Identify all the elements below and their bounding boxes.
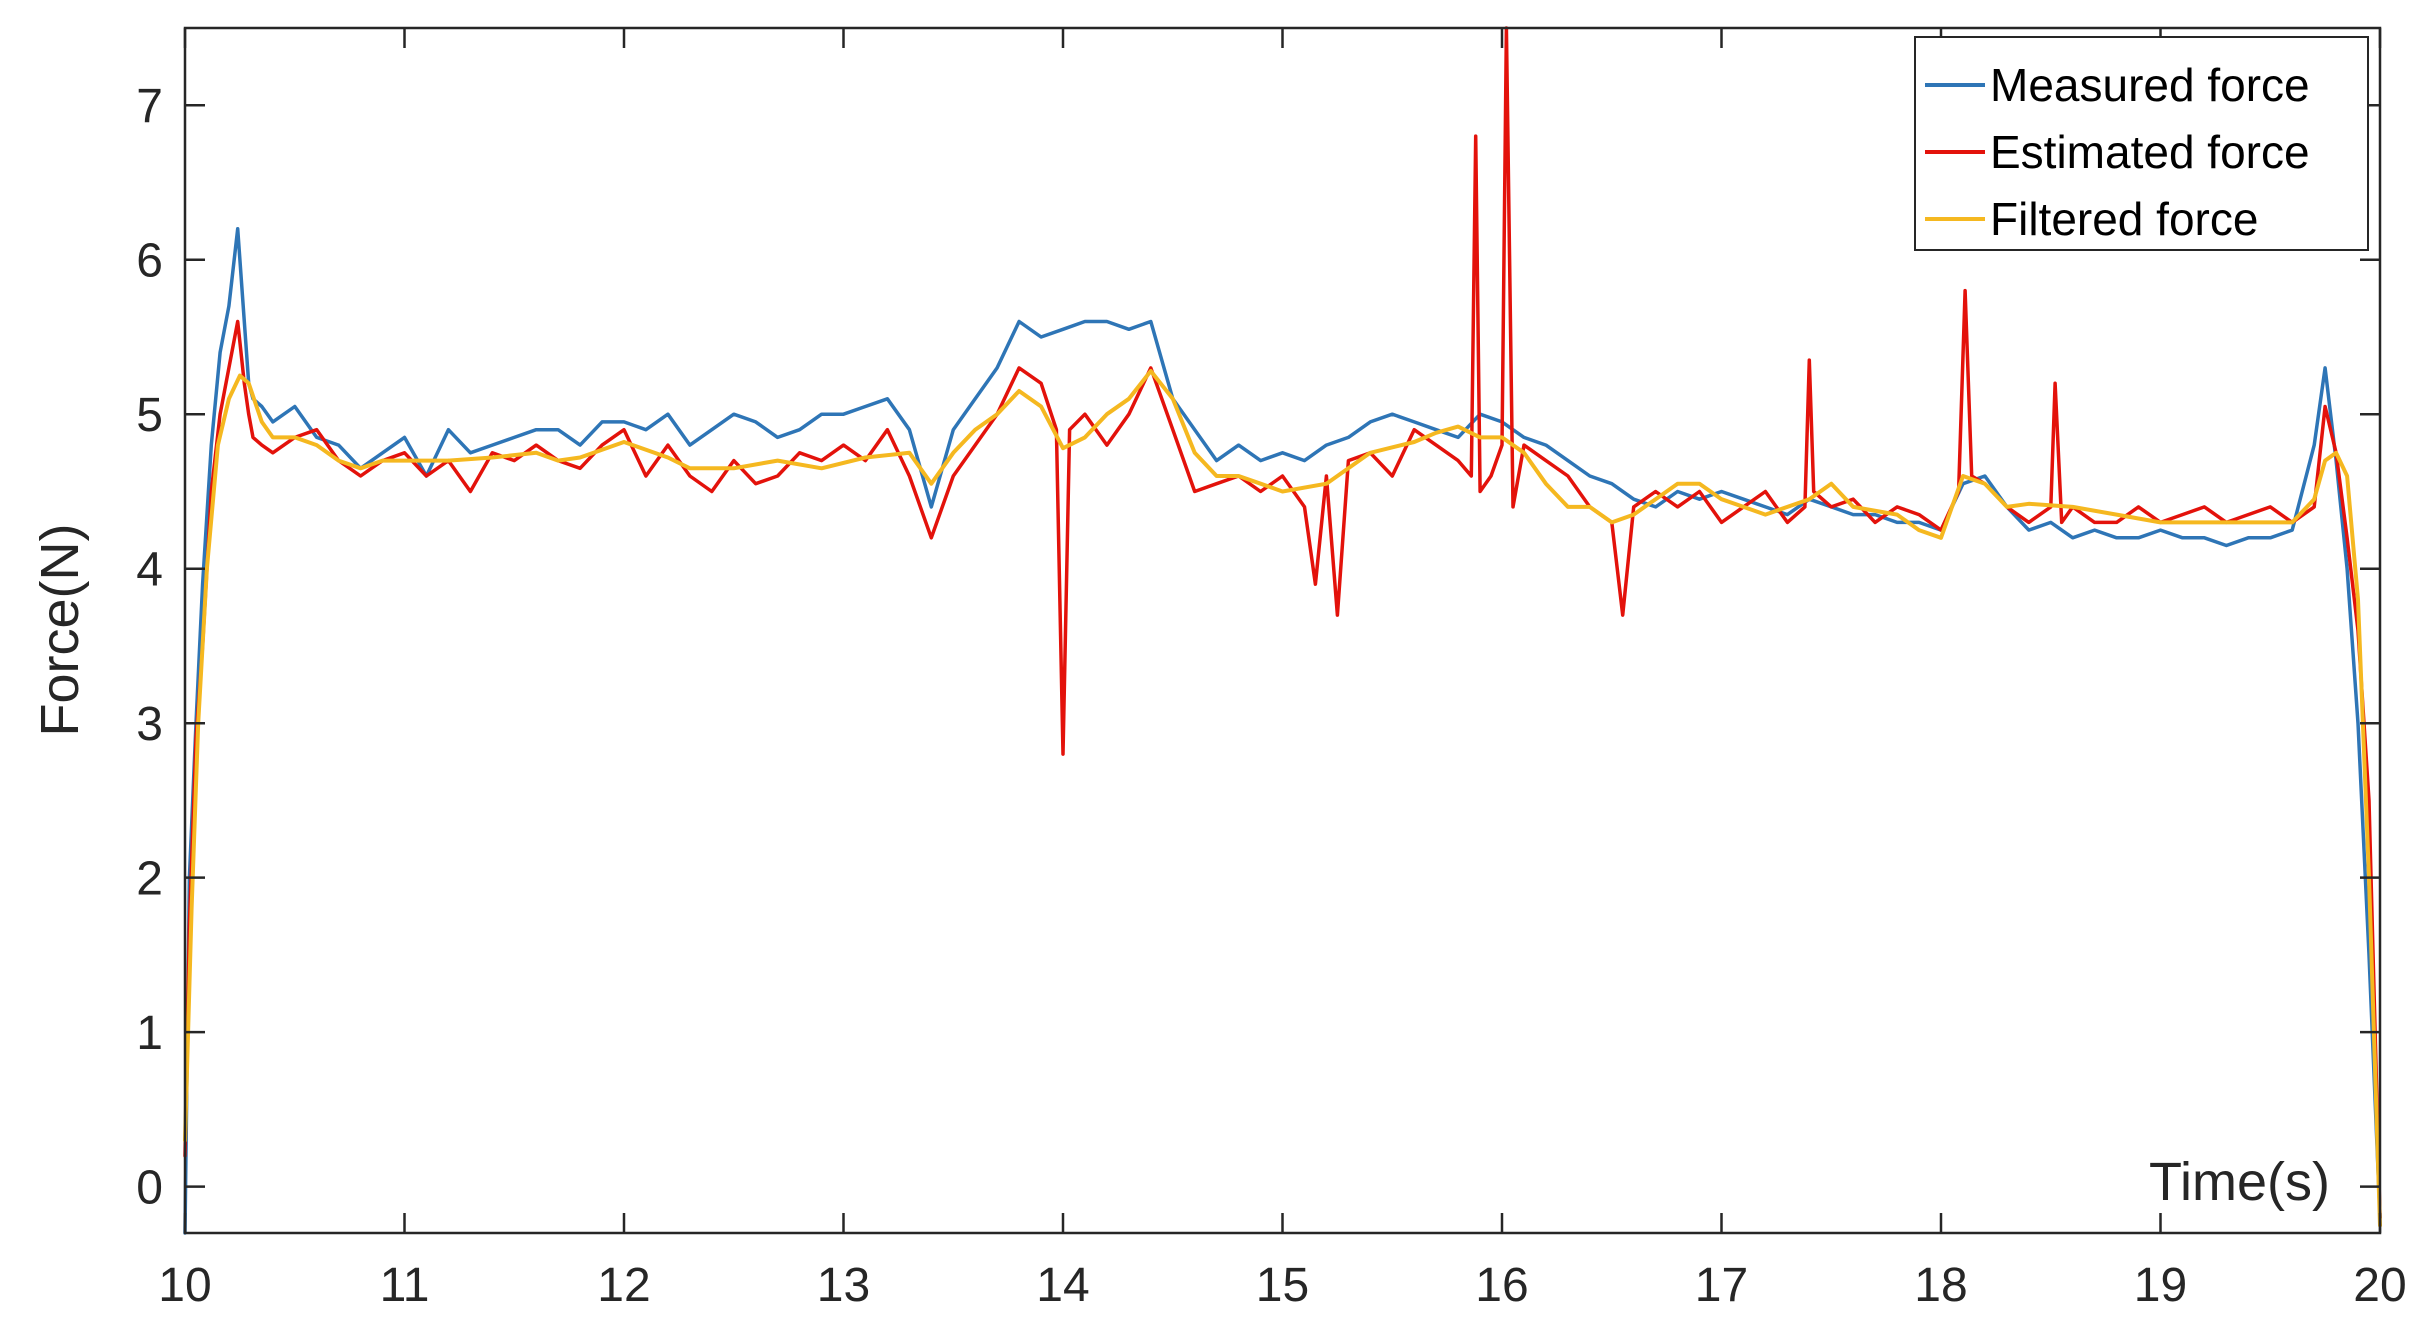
x-tick-label: 16: [1475, 1259, 1528, 1312]
y-tick-label: 5: [136, 389, 163, 442]
y-tick-label: 4: [136, 544, 163, 597]
x-tick-label: 17: [1695, 1259, 1748, 1312]
x-tick-label: 15: [1256, 1259, 1309, 1312]
series-line-1: [183, 227, 2382, 1235]
legend-label-2: Estimated force: [1990, 126, 2310, 178]
y-tick-label: 2: [136, 853, 163, 906]
legend: Measured force Estimated force Filtered fo…: [1914, 36, 2369, 251]
x-tick-label: 18: [1914, 1259, 1967, 1312]
series-layer: [183, 26, 2382, 1235]
x-tick-label: 10: [158, 1259, 211, 1312]
series-line-2: [183, 26, 2382, 1220]
x-tick-label: 14: [1036, 1259, 1089, 1312]
legend-box: [1914, 36, 2369, 251]
y-axis-label: Force(N): [30, 524, 90, 737]
x-tick-label: 13: [817, 1259, 870, 1312]
y-tick-label: 7: [136, 80, 163, 133]
y-tick-label: 1: [136, 1007, 163, 1060]
y-tick-label: 0: [136, 1162, 163, 1215]
x-tick-label: 11: [380, 1259, 430, 1312]
legend-label-1: Measured force: [1990, 59, 2310, 111]
x-tick-label: 19: [2134, 1259, 2187, 1312]
y-tick-label: 3: [136, 698, 163, 751]
legend-label-3: Filtered force: [1990, 193, 2258, 245]
x-tick-label: 12: [597, 1259, 650, 1312]
series-line-3: [183, 369, 2382, 1228]
x-axis-label: Time(s): [2149, 1152, 2330, 1212]
y-tick-label: 6: [136, 235, 163, 288]
x-tick-label: 20: [2353, 1259, 2406, 1312]
